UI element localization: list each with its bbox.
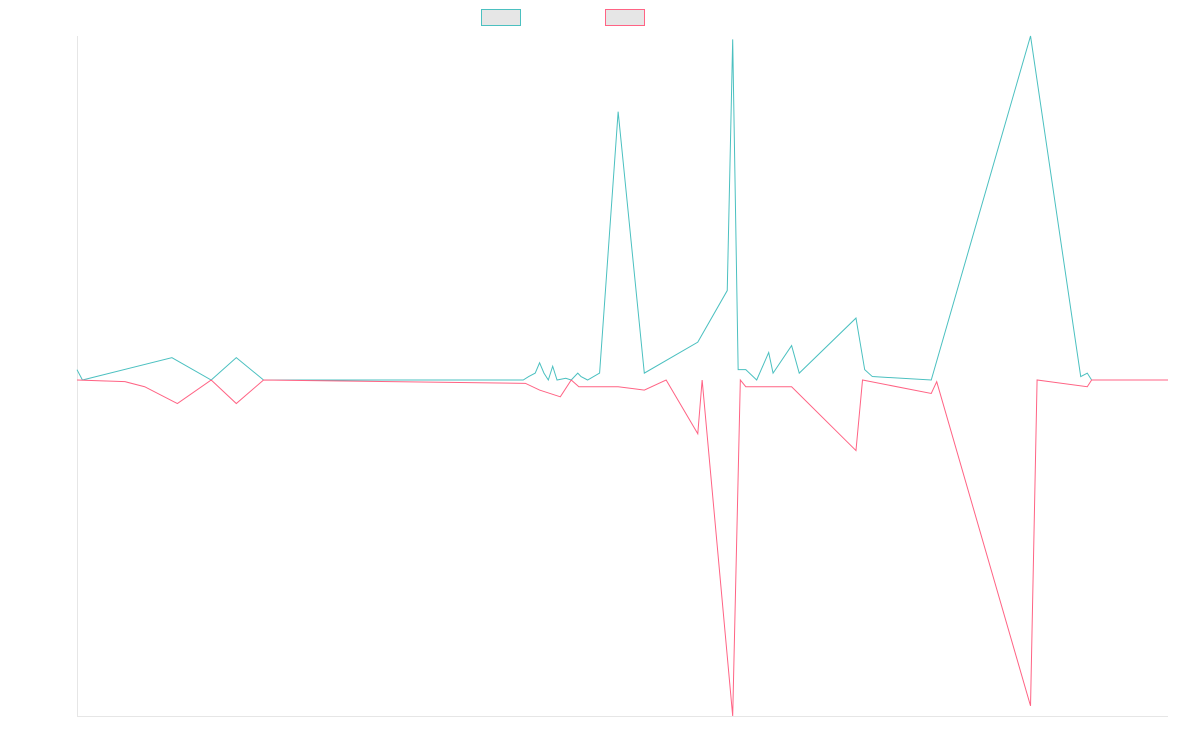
series-line-1[interactable] xyxy=(76,35,1168,382)
series-group xyxy=(76,35,1168,717)
legend-swatch-1[interactable] xyxy=(481,9,521,26)
legend-swatch-2[interactable] xyxy=(605,9,645,26)
legend[interactable] xyxy=(481,9,645,26)
series-line-2[interactable] xyxy=(76,378,1168,717)
axes xyxy=(77,36,1168,717)
